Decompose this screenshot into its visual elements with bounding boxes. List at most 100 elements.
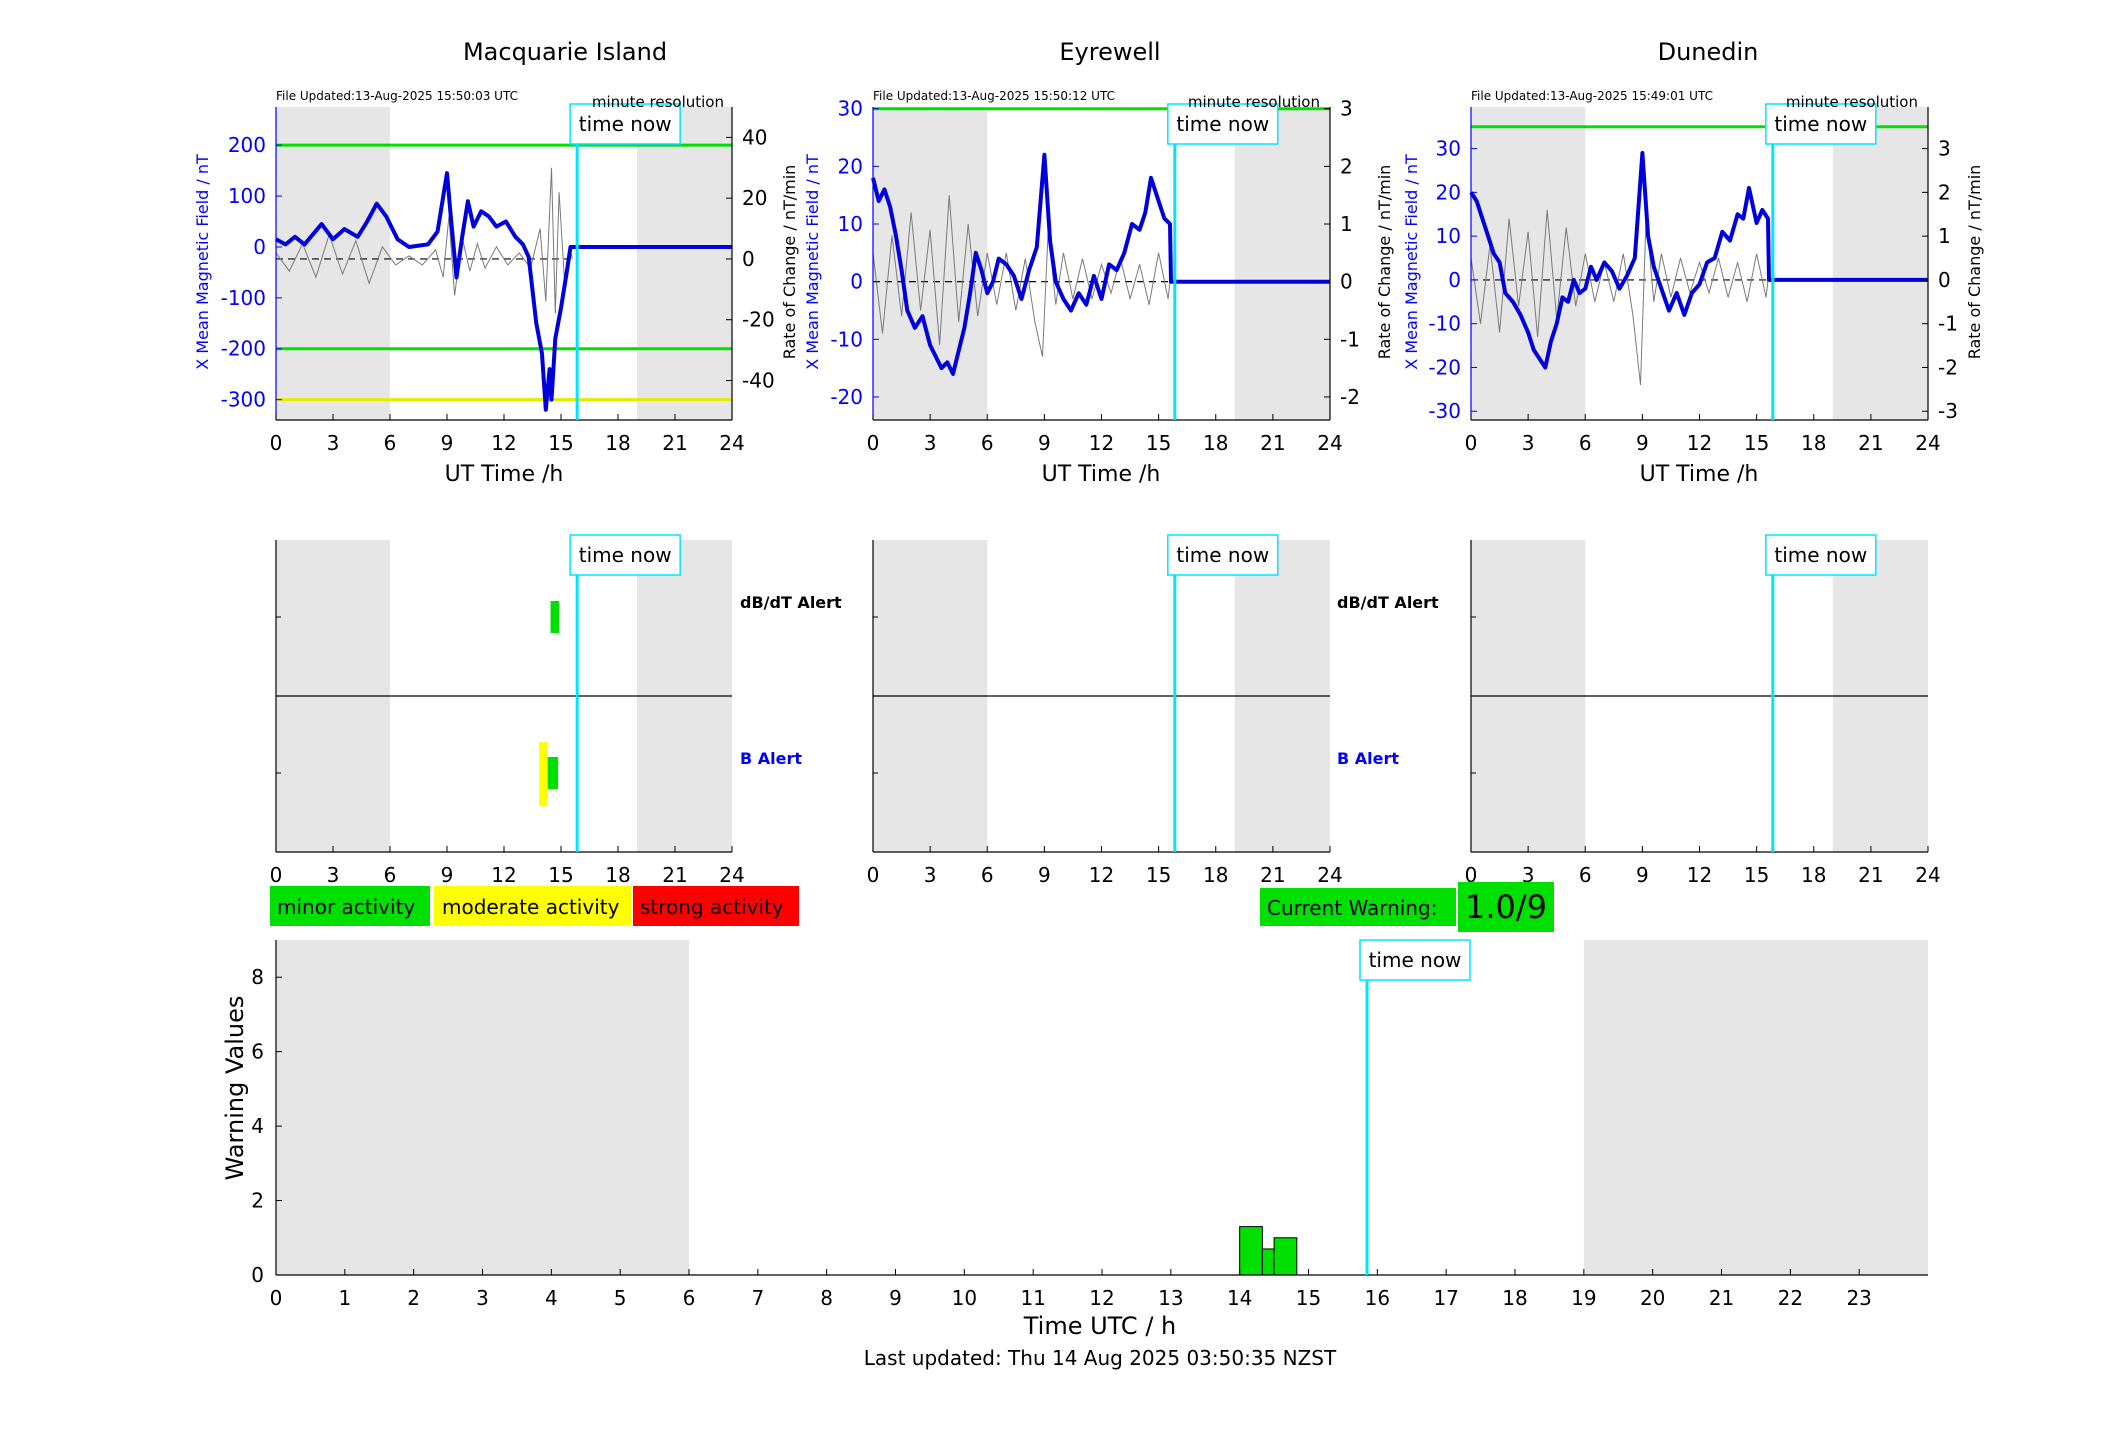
resolution-dunedin: minute resolution: [1786, 93, 1918, 111]
alert-hour-tick-label-macquarie: 18: [605, 863, 630, 887]
hour-tick-label-macquarie: 3: [327, 431, 340, 455]
night-band-macquarie-1: [637, 107, 732, 420]
warning-x-tick-label: 11: [1020, 1286, 1045, 1310]
left-axis-label-dunedin: X Mean Magnetic Field / nT: [1402, 154, 1421, 370]
current-warning-label-box: [1260, 888, 1456, 926]
time-now-box-top-eyrewell: [1167, 103, 1279, 145]
file-updated-dunedin: File Updated:13-Aug-2025 15:49:01 UTC: [1471, 89, 1713, 103]
alert-hour-tick-label-dunedin: 24: [1915, 863, 1940, 887]
hour-tick-label-eyrewell: 18: [1203, 431, 1228, 455]
night-band-dunedin-1: [1832, 107, 1928, 420]
hour-tick-label-dunedin: 0: [1465, 431, 1478, 455]
right-tick-label-dunedin: 0: [1938, 268, 1951, 292]
left-tick-label-macquarie: 0: [253, 235, 266, 259]
warning-x-tick-label: 14: [1227, 1286, 1252, 1310]
right-tick-label-eyrewell: -1: [1340, 327, 1360, 351]
right-tick-label-dunedin: -1: [1938, 312, 1958, 336]
warning-bar-1: [1261, 1248, 1275, 1276]
legend-moderate-label: moderate activity: [442, 895, 620, 919]
right-tick-label-macquarie: 0: [742, 247, 755, 271]
warning-x-tick-label: 10: [952, 1286, 977, 1310]
activity-legend: minor activity moderate activity strong …: [270, 886, 799, 926]
warning-x-tick-label: 2: [407, 1286, 420, 1310]
alert-hour-tick-label-eyrewell: 3: [924, 863, 937, 887]
dbdt-alert-label-macquarie: dB/dT Alert: [740, 593, 842, 612]
warning-night-band-1: [1583, 940, 1928, 1275]
warning-y-tick-label: 6: [251, 1040, 264, 1064]
night-band-dunedin-0: [1471, 107, 1586, 420]
time-now-label-alert-macquarie: time now: [579, 543, 672, 567]
night-band-macquarie-0: [276, 107, 390, 420]
time-now-label-top-dunedin: time now: [1774, 112, 1867, 136]
legend-swatch-moderate: [434, 886, 631, 926]
warning-x-tick-label: 16: [1365, 1286, 1390, 1310]
warning-x-tick-label: 5: [614, 1286, 627, 1310]
hour-tick-label-macquarie: 15: [548, 431, 573, 455]
warning-x-tick-label: 9: [889, 1286, 902, 1310]
warning-x-tick-label: 6: [683, 1286, 696, 1310]
right-tick-label-dunedin: -3: [1938, 399, 1958, 423]
alert-hour-tick-label-macquarie: 12: [491, 863, 516, 887]
alert-hour-tick-label-macquarie: 24: [719, 863, 744, 887]
alert-hour-tick-label-dunedin: 15: [1744, 863, 1769, 887]
right-tick-label-eyrewell: 3: [1340, 97, 1353, 121]
alert-block-macquarie-0: [550, 601, 560, 633]
alert-hour-tick-label-dunedin: 9: [1636, 863, 1649, 887]
left-tick-label-macquarie: -300: [221, 388, 266, 412]
alert-hour-tick-label-eyrewell: 6: [981, 863, 994, 887]
warning-x-tick-label: 23: [1846, 1286, 1871, 1310]
warning-x-tick-label: 12: [1089, 1286, 1114, 1310]
warning-night-band-0: [276, 940, 689, 1275]
hour-tick-label-dunedin: 6: [1579, 431, 1592, 455]
alert-hour-tick-label-dunedin: 0: [1465, 863, 1478, 887]
left-tick-label-eyrewell: -10: [830, 327, 863, 351]
alert-hour-tick-label-eyrewell: 21: [1260, 863, 1285, 887]
left-tick-label-eyrewell: 20: [838, 154, 863, 178]
left-tick-label-macquarie: -100: [221, 286, 266, 310]
time-now-box-top-macquarie: [569, 103, 681, 145]
warning-y-tick-label: 2: [251, 1189, 264, 1213]
left-tick-label-dunedin: -30: [1428, 399, 1461, 423]
warning-x-tick-label: 13: [1158, 1286, 1183, 1310]
legend-strong-label: strong activity: [640, 895, 784, 919]
time-now-box-alert-dunedin: [1765, 534, 1877, 576]
warning-x-tick-label: 3: [476, 1286, 489, 1310]
resolution-eyrewell: minute resolution: [1188, 93, 1320, 111]
warning-x-tick-label: 4: [545, 1286, 558, 1310]
warning-y-tick-label: 0: [251, 1263, 264, 1287]
alert-hour-tick-label-dunedin: 3: [1522, 863, 1535, 887]
time-axis-label-macquarie: UT Time /h: [445, 462, 564, 487]
dbdt-alert-label-eyrewell: dB/dT Alert: [1337, 593, 1439, 612]
current-warning-label: Current Warning:: [1267, 896, 1437, 920]
warning-y-tick-label: 8: [251, 965, 264, 989]
file-updated-eyrewell: File Updated:13-Aug-2025 15:50:12 UTC: [873, 89, 1115, 103]
left-tick-label-dunedin: -20: [1428, 355, 1461, 379]
right-tick-label-eyrewell: 0: [1340, 270, 1353, 294]
right-axis-label-macquarie: Rate of Change / nT/min: [780, 165, 799, 360]
time-now-label-top-eyrewell: time now: [1176, 112, 1269, 136]
alert-hour-tick-label-dunedin: 6: [1579, 863, 1592, 887]
rate-trace-dunedin: [1470, 209, 1769, 386]
right-tick-label-macquarie: 40: [742, 125, 767, 149]
time-now-box-top-dunedin: [1765, 103, 1877, 145]
alert-hour-tick-label-eyrewell: 15: [1146, 863, 1171, 887]
hour-tick-label-dunedin: 3: [1522, 431, 1535, 455]
left-tick-label-dunedin: 0: [1448, 268, 1461, 292]
warning-x-tick-label: 7: [751, 1286, 764, 1310]
left-tick-label-dunedin: 10: [1436, 224, 1461, 248]
alert-hour-tick-label-eyrewell: 9: [1038, 863, 1051, 887]
current-warning-value-box: [1458, 882, 1554, 932]
alert-block-macquarie-1: [539, 742, 548, 806]
alert-block-macquarie-2: [547, 757, 559, 789]
alert-hour-tick-label-macquarie: 6: [384, 863, 397, 887]
hour-tick-label-dunedin: 15: [1744, 431, 1769, 455]
alert-hour-tick-label-macquarie: 0: [270, 863, 283, 887]
left-axis-label-macquarie: X Mean Magnetic Field / nT: [193, 154, 212, 370]
right-tick-label-eyrewell: 1: [1340, 212, 1353, 236]
left-tick-label-macquarie: 100: [228, 184, 266, 208]
hour-tick-label-eyrewell: 9: [1038, 431, 1051, 455]
legend-swatch-strong: [633, 886, 799, 926]
right-tick-label-macquarie: 20: [742, 186, 767, 210]
last-updated: Last updated: Thu 14 Aug 2025 03:50:35 N…: [864, 1346, 1337, 1370]
